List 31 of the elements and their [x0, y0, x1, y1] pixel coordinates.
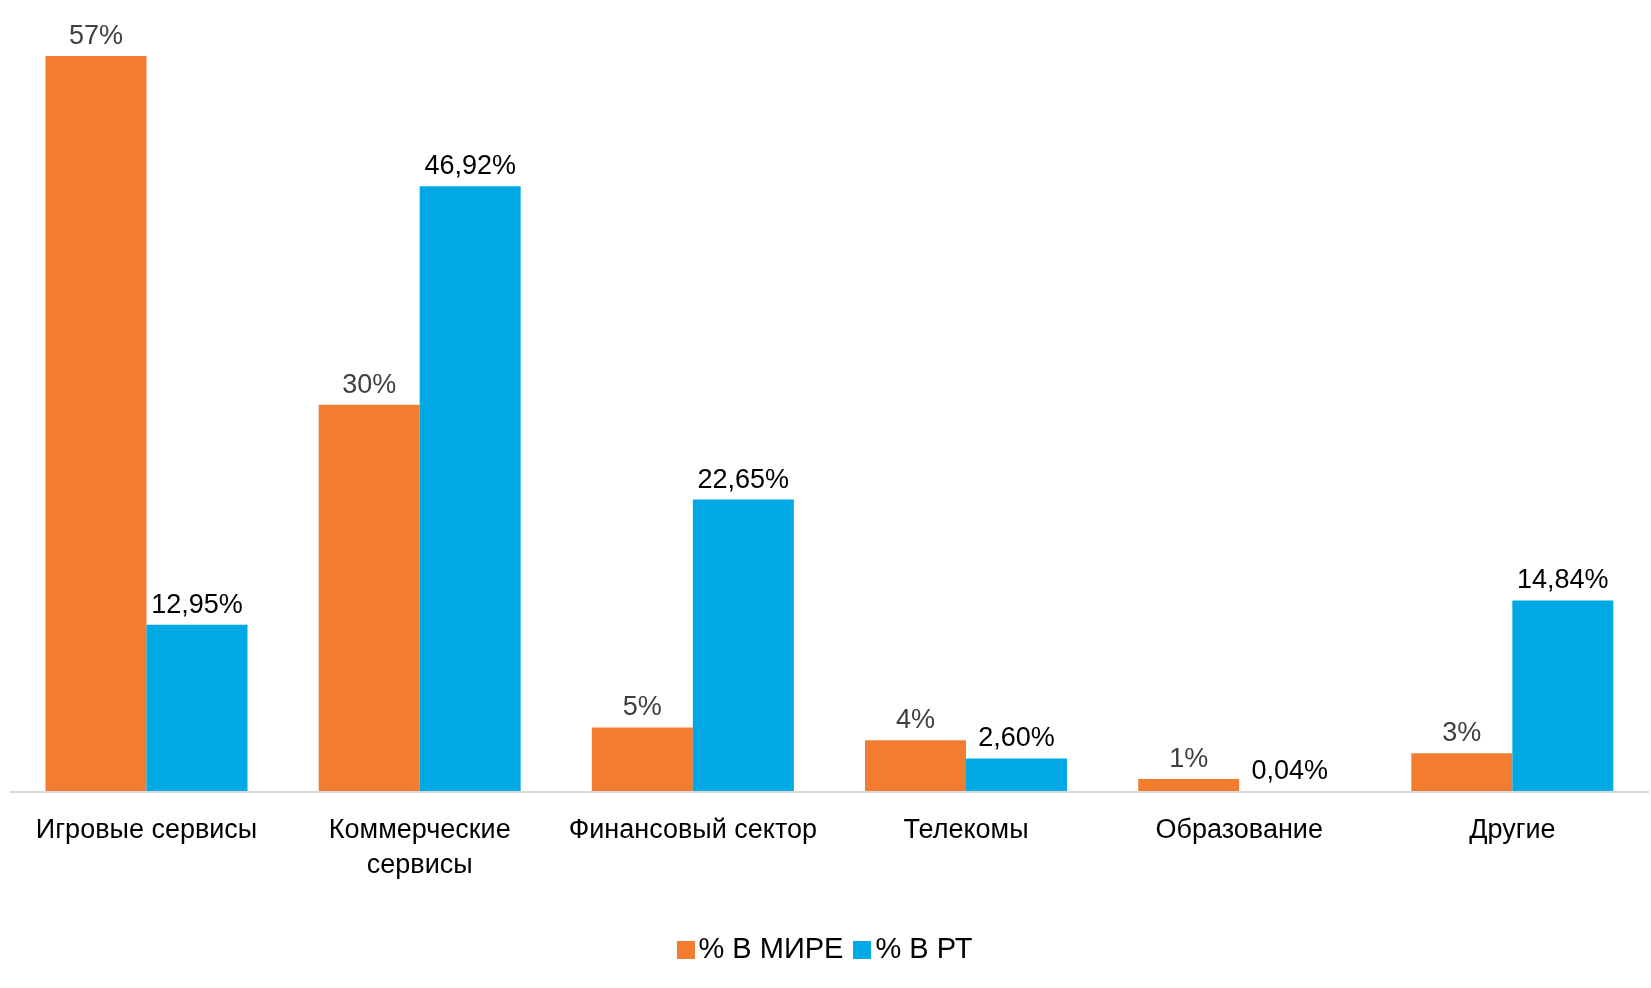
x-tick-label: Финансовый сектор — [568, 814, 818, 844]
data-label: 0,04% — [1251, 755, 1328, 786]
data-label: 22,65% — [697, 463, 790, 494]
data-label: 14,84% — [1517, 564, 1609, 595]
legend-label: % В РТ — [875, 932, 973, 964]
data-label: 4% — [896, 704, 936, 735]
bar — [591, 727, 693, 792]
bar — [1512, 600, 1614, 792]
data-label: 30% — [342, 368, 397, 399]
legend-label: % В МИРЕ — [698, 932, 844, 964]
bar — [865, 740, 967, 792]
bar — [1411, 753, 1513, 792]
data-label: 12,95% — [151, 588, 243, 619]
x-tick-label: Игровые сервисы — [35, 814, 258, 844]
bar — [966, 758, 1068, 792]
data-label: 46,92% — [424, 150, 516, 181]
data-label: 1% — [1169, 743, 1209, 774]
bar — [146, 624, 248, 792]
bar — [318, 404, 420, 792]
data-label: 5% — [622, 691, 662, 722]
x-tick-label: Образование — [1155, 814, 1323, 844]
bar — [692, 499, 794, 792]
data-label: 2,60% — [978, 722, 1055, 753]
x-tick-label: Коммерческие сервисы — [328, 814, 511, 879]
x-tick-label: Другие — [1469, 814, 1556, 844]
data-label: 57% — [68, 20, 124, 50]
bar — [419, 186, 521, 792]
bar — [1138, 779, 1240, 792]
data-label: 3% — [1442, 717, 1482, 748]
x-tick-label: Телекомы — [903, 814, 1029, 844]
bar — [45, 56, 147, 792]
